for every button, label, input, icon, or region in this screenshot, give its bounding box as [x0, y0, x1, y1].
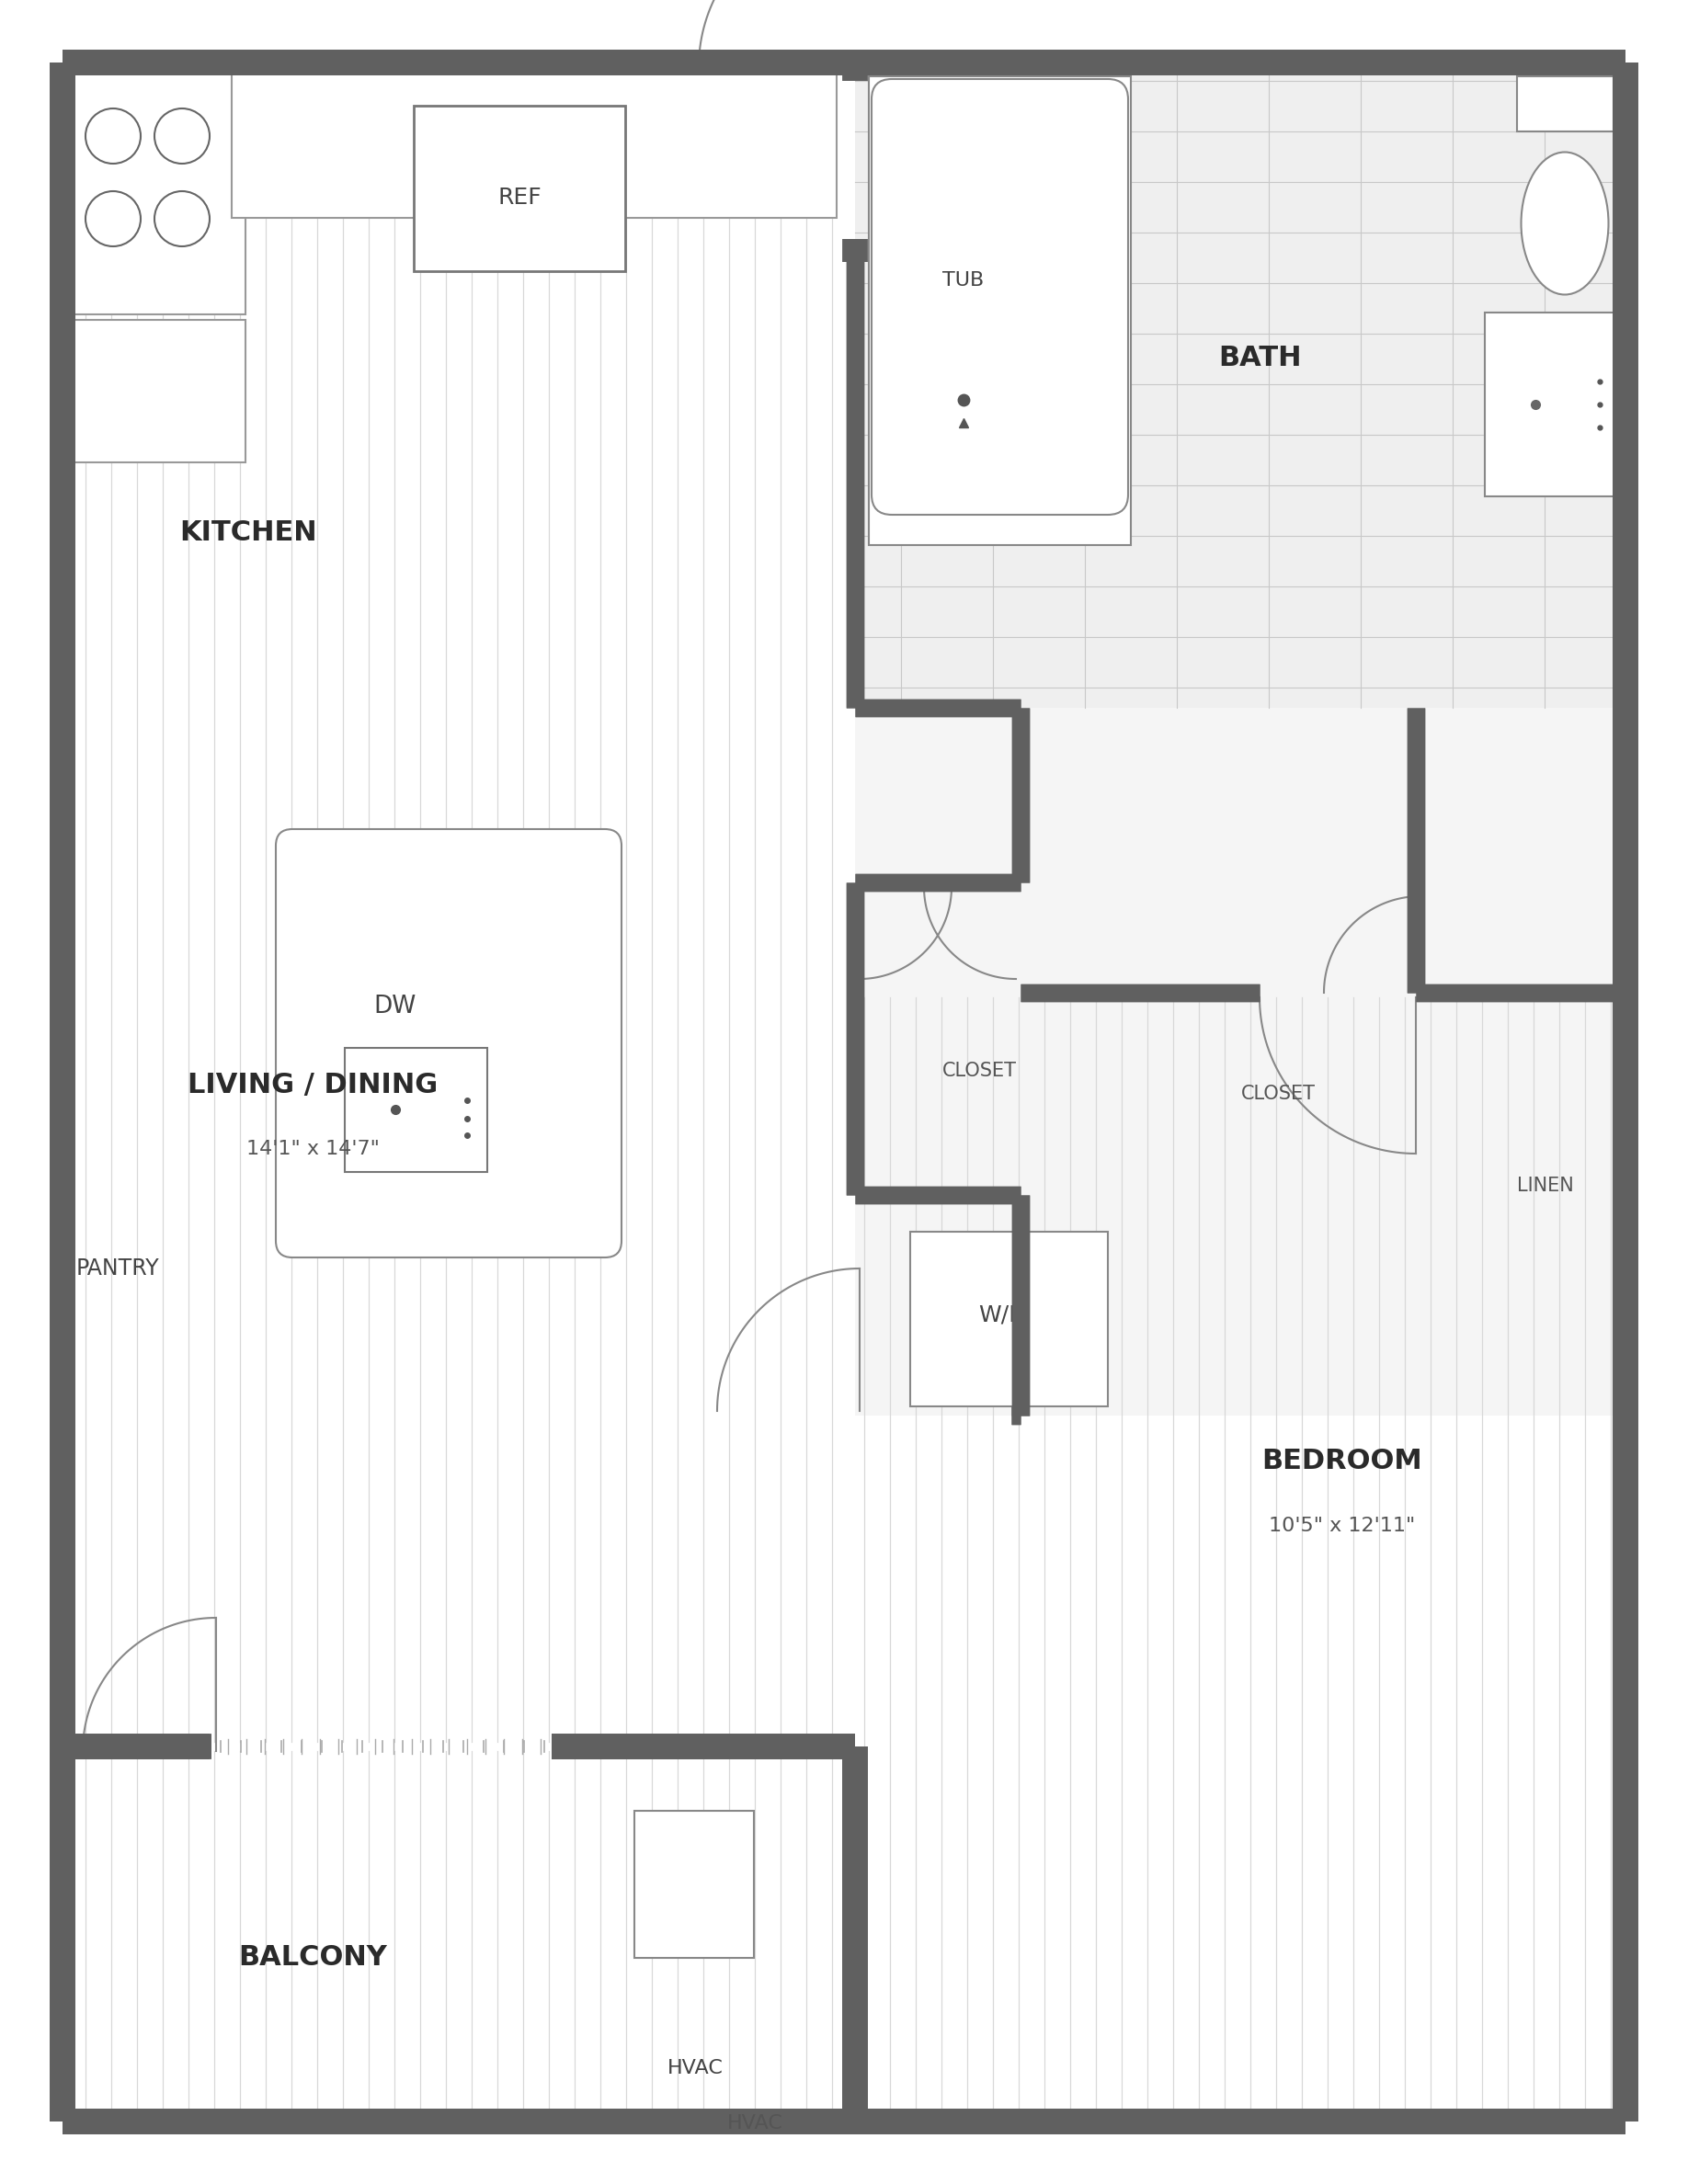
Bar [1485, 312, 1619, 496]
Bar [869, 76, 1131, 546]
Text: CLOSET: CLOSET [942, 1061, 1016, 1081]
Text: LINEN: LINEN [1518, 1177, 1573, 1195]
Bar [1518, 76, 1614, 131]
Bar [414, 105, 625, 271]
Text: CLOSET: CLOSET [1241, 1085, 1315, 1103]
Text: REF: REF [498, 186, 542, 210]
Text: W/D: W/D [977, 1304, 1026, 1326]
Text: TUB: TUB [942, 271, 984, 290]
Bar [344, 1048, 488, 1173]
Ellipse shape [1521, 153, 1609, 295]
Text: BATH: BATH [1219, 345, 1301, 371]
Text: BALCONY: BALCONY [238, 1944, 387, 1972]
Bar [66, 319, 245, 463]
Text: KITCHEN: KITCHEN [179, 520, 317, 546]
Text: HVAC: HVAC [728, 2114, 783, 2132]
Text: PANTRY: PANTRY [76, 1258, 159, 1280]
Bar [66, 66, 245, 314]
Circle shape [86, 109, 140, 164]
Text: BEDROOM: BEDROOM [1263, 1448, 1423, 1474]
Circle shape [155, 109, 209, 164]
Text: HVAC: HVAC [667, 2060, 722, 2077]
Circle shape [86, 192, 140, 247]
Bar [856, 63, 1626, 708]
Bar [635, 1811, 755, 1957]
FancyBboxPatch shape [275, 830, 621, 1258]
Bar [856, 708, 1626, 1415]
Bar [910, 1232, 1107, 1406]
Text: LIVING / DINING: LIVING / DINING [187, 1072, 437, 1099]
Circle shape [155, 192, 209, 247]
Bar [231, 66, 837, 218]
FancyBboxPatch shape [871, 79, 1128, 515]
Text: 10'5" x 12'11": 10'5" x 12'11" [1269, 1516, 1416, 1535]
Text: DW: DW [375, 994, 417, 1018]
Text: 14'1" x 14'7": 14'1" x 14'7" [246, 1140, 380, 1158]
